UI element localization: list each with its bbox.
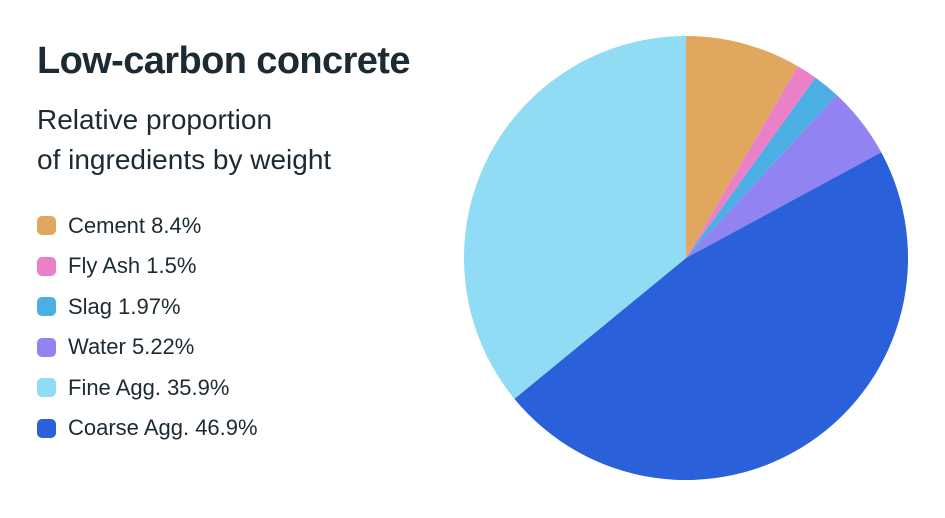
pie-slice-slag [686, 77, 837, 258]
chart-title: Low-carbon concrete [37, 40, 410, 82]
chart-subtitle: Relative proportion of ingredients by we… [37, 100, 331, 180]
legend-item: Water 5.22% [37, 334, 258, 361]
legend-swatch [37, 297, 56, 316]
legend-item: Cement 8.4% [37, 212, 258, 239]
legend-swatch [37, 418, 56, 438]
legend-swatch [37, 256, 56, 276]
legend-label: Fine Agg. 35.9% [68, 374, 230, 400]
pie-slice-water [686, 95, 882, 258]
legend-label: Coarse Agg. 46.9% [68, 415, 258, 440]
chart-subtitle-line-2: of ingredients by weight [37, 144, 332, 175]
legend-label: Cement 8.4% [68, 212, 202, 238]
legend-label: Fly Ash 1.5% [68, 253, 197, 278]
legend: Cement 8.4% Fly Ash 1.5% Slag 1.97% Wate… [37, 212, 258, 455]
legend-swatch [37, 378, 56, 397]
legend-label: Water 5.22% [68, 334, 195, 359]
legend-item: Coarse Agg. 46.9% [37, 415, 258, 442]
legend-item: Slag 1.97% [37, 293, 258, 320]
pie-slice-fly-ash [686, 66, 816, 258]
pie-slice-coarse-agg [514, 152, 908, 480]
legend-item: Fly Ash 1.5% [37, 253, 258, 280]
legend-label: Slag 1.97% [68, 293, 181, 319]
chart-subtitle-line-1: Relative proportion [37, 104, 273, 135]
pie-chart [464, 36, 908, 480]
pie-slice-cement [686, 36, 798, 258]
pie-slice-fine-agg [464, 36, 686, 399]
legend-swatch [37, 337, 56, 357]
legend-swatch [37, 216, 56, 235]
legend-item: Fine Agg. 35.9% [37, 374, 258, 401]
